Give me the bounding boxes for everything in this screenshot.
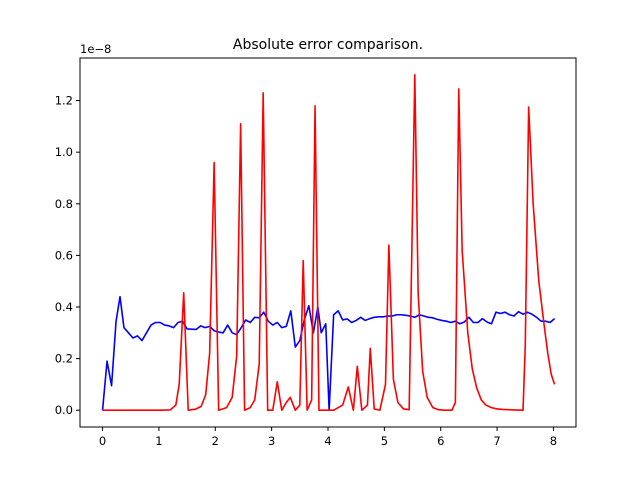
x-tick-label: 0 xyxy=(99,434,106,448)
x-tick-label: 4 xyxy=(324,434,331,448)
x-tick-label: 7 xyxy=(493,434,500,448)
y-tick-label: 0.8 xyxy=(55,197,73,211)
x-tick-label: 6 xyxy=(437,434,444,448)
x-axis: 0 1 2 3 4 5 6 7 8 xyxy=(99,427,557,448)
series-layer xyxy=(101,73,556,412)
y-axis: 0.0 0.2 0.4 0.6 0.8 1.0 1.2 xyxy=(55,94,80,417)
chart-title: Absolute error comparison. xyxy=(233,37,423,53)
y-tick-label: 0.2 xyxy=(55,352,73,366)
x-tick-label: 8 xyxy=(550,434,557,448)
x-tick-label: 3 xyxy=(268,434,275,448)
y-tick-label: 1.2 xyxy=(55,94,73,108)
series-line-2 xyxy=(102,73,556,412)
x-tick-label: 2 xyxy=(212,434,219,448)
y-tick-label: 0.6 xyxy=(55,248,73,262)
y-tick-label: 0.4 xyxy=(55,300,73,314)
y-tick-label: 0.0 xyxy=(55,403,73,417)
x-tick-label: 1 xyxy=(155,434,162,448)
plot-frame xyxy=(79,57,577,428)
y-axis-scale-label: 1e−8 xyxy=(80,42,111,56)
x-tick-label: 5 xyxy=(381,434,388,448)
y-tick-label: 1.0 xyxy=(55,145,73,159)
series-line-1 xyxy=(101,295,556,412)
